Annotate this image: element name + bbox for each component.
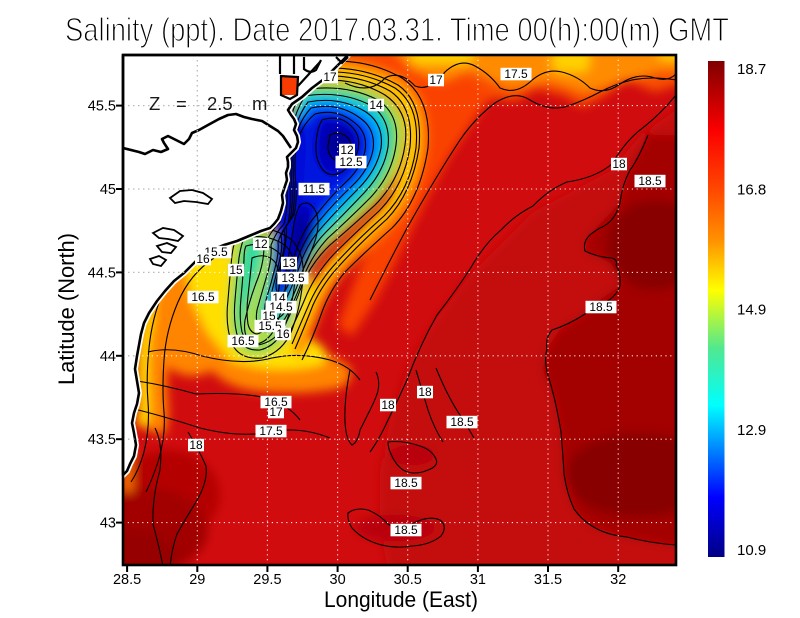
svg-text:18.5: 18.5	[638, 174, 662, 188]
svg-text:17.5: 17.5	[259, 424, 283, 438]
svg-text:Salinity (ppt). Date 2017.03.3: Salinity (ppt). Date 2017.03.31. Time 00…	[65, 11, 729, 48]
svg-text:12: 12	[340, 143, 354, 157]
svg-text:16.5: 16.5	[264, 395, 288, 409]
svg-text:32: 32	[610, 572, 626, 588]
svg-text:Latitude (North): Latitude (North)	[54, 233, 79, 385]
svg-text:17: 17	[269, 405, 283, 419]
svg-text:43.5: 43.5	[88, 432, 116, 448]
svg-text:18.5: 18.5	[394, 476, 418, 490]
svg-text:16: 16	[276, 327, 290, 341]
svg-text:18: 18	[189, 438, 203, 452]
svg-text:15: 15	[229, 263, 243, 277]
svg-text:Z=2.5m: Z = 2.5 m	[149, 93, 267, 114]
svg-text:Longitude (East): Longitude (East)	[324, 587, 478, 612]
svg-text:18: 18	[612, 157, 626, 171]
svg-text:44: 44	[100, 349, 116, 365]
svg-text:17: 17	[323, 70, 337, 84]
svg-text:29.5: 29.5	[253, 572, 281, 588]
svg-text:18.5: 18.5	[450, 415, 474, 429]
svg-text:30.5: 30.5	[394, 572, 422, 588]
svg-text:12: 12	[254, 237, 268, 251]
svg-text:18.5: 18.5	[394, 523, 418, 537]
svg-text:16.8: 16.8	[737, 181, 766, 198]
svg-text:18: 18	[381, 398, 395, 412]
svg-text:28.5: 28.5	[113, 572, 141, 588]
svg-text:12.5: 12.5	[339, 155, 363, 169]
svg-text:45.5: 45.5	[88, 99, 116, 115]
svg-text:31: 31	[470, 572, 486, 588]
svg-text:16.5: 16.5	[191, 290, 215, 304]
svg-text:14: 14	[369, 98, 383, 112]
svg-text:31.5: 31.5	[534, 572, 562, 588]
svg-text:43: 43	[100, 516, 116, 532]
svg-text:13.5: 13.5	[281, 271, 305, 285]
svg-text:13: 13	[282, 256, 296, 270]
svg-text:10.9: 10.9	[737, 542, 766, 559]
svg-text:18.5: 18.5	[589, 300, 613, 314]
svg-text:45: 45	[100, 182, 116, 198]
svg-text:44.5: 44.5	[88, 265, 116, 281]
svg-text:18.7: 18.7	[737, 61, 766, 78]
svg-text:29: 29	[189, 572, 205, 588]
svg-text:16.5: 16.5	[231, 334, 255, 348]
svg-text:15: 15	[262, 309, 276, 323]
svg-text:12.9: 12.9	[737, 422, 766, 439]
svg-text:16: 16	[196, 252, 210, 266]
svg-text:14.9: 14.9	[737, 302, 766, 319]
svg-text:30: 30	[330, 572, 346, 588]
svg-text:18: 18	[418, 385, 432, 399]
svg-text:11.5: 11.5	[303, 182, 326, 196]
svg-text:17.5: 17.5	[504, 67, 528, 81]
svg-text:17: 17	[429, 73, 443, 87]
